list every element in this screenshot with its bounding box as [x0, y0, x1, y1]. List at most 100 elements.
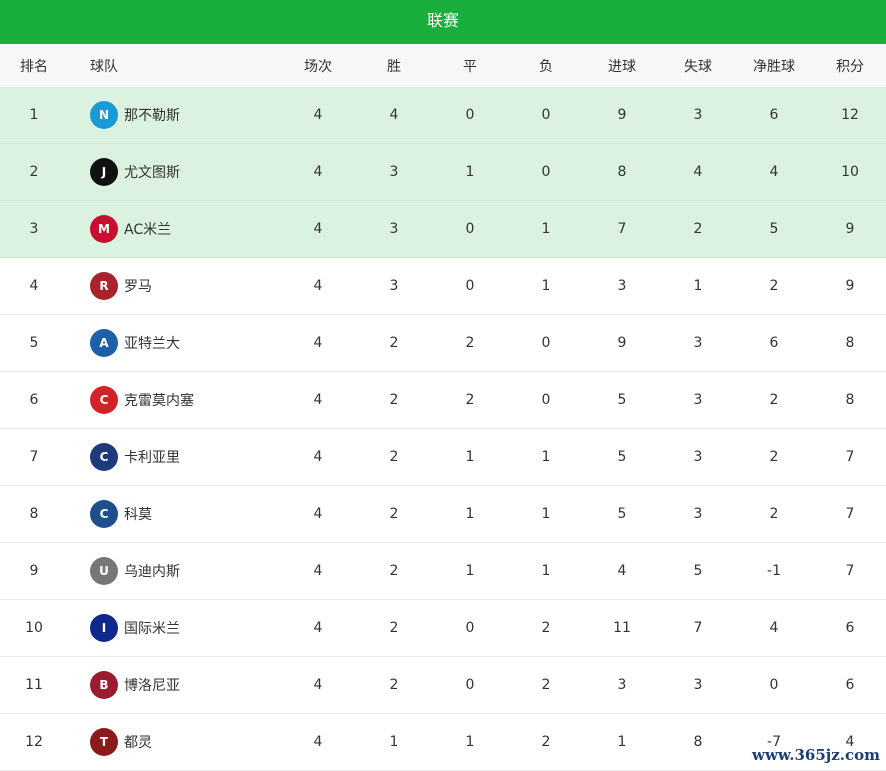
gd-cell: 5: [769, 221, 779, 237]
ac-milan-logo-icon: M: [90, 215, 118, 243]
gf-cell: 9: [617, 107, 627, 123]
pts-cell: 7: [845, 449, 855, 465]
ga-cell: 3: [693, 449, 703, 465]
pts-cell: 8: [845, 335, 855, 351]
gd-cell: 2: [769, 449, 779, 465]
team-cell[interactable]: N 那不勒斯: [90, 87, 180, 143]
table-row[interactable]: 7 C 卡利亚里 4 2 1 1 5 3 2 7: [0, 429, 886, 486]
team-cell[interactable]: B 博洛尼亚: [90, 657, 180, 713]
team-cell[interactable]: C 克雷莫内塞: [90, 372, 194, 428]
team-name[interactable]: 国际米兰: [124, 621, 180, 637]
w-cell: 2: [389, 620, 399, 636]
team-name[interactable]: 尤文图斯: [124, 165, 180, 181]
w-cell: 2: [389, 677, 399, 693]
team-name[interactable]: 科莫: [124, 507, 152, 523]
team-name[interactable]: 那不勒斯: [124, 108, 180, 124]
torino-logo-icon: T: [90, 728, 118, 756]
p-cell: 4: [313, 335, 323, 351]
team-name[interactable]: 克雷莫内塞: [124, 393, 194, 409]
rank-cell: 11: [25, 677, 43, 693]
rank-cell: 5: [29, 335, 39, 351]
d-cell: 2: [465, 392, 475, 408]
header-0: 排名: [20, 58, 48, 75]
table-row[interactable]: 9 U 乌迪内斯 4 2 1 1 4 5 -1 7: [0, 543, 886, 600]
header-4: 平: [463, 58, 477, 75]
l-cell: 1: [541, 506, 551, 522]
l-cell: 0: [541, 335, 551, 351]
team-name[interactable]: 卡利亚里: [124, 450, 180, 466]
header-9: 积分: [836, 58, 864, 75]
inter-logo-icon: I: [90, 614, 118, 642]
team-name[interactable]: 都灵: [124, 735, 152, 751]
table-row[interactable]: 1 N 那不勒斯 4 4 0 0 9 3 6 12: [0, 87, 886, 144]
d-cell: 0: [465, 620, 475, 636]
team-name[interactable]: 亚特兰大: [124, 336, 180, 352]
gd-cell: 2: [769, 278, 779, 294]
gf-cell: 11: [613, 620, 631, 636]
team-cell[interactable]: M AC米兰: [90, 201, 171, 257]
d-cell: 1: [465, 506, 475, 522]
team-cell[interactable]: J 尤文图斯: [90, 144, 180, 200]
header-1: 球队: [90, 58, 118, 75]
l-cell: 0: [541, 107, 551, 123]
team-cell[interactable]: I 国际米兰: [90, 600, 180, 656]
bologna-logo-icon: B: [90, 671, 118, 699]
team-cell[interactable]: R 罗马: [90, 258, 152, 314]
w-cell: 2: [389, 335, 399, 351]
d-cell: 1: [465, 734, 475, 750]
table-row[interactable]: 5 A 亚特兰大 4 2 2 0 9 3 6 8: [0, 315, 886, 372]
team-name[interactable]: 博洛尼亚: [124, 678, 180, 694]
team-cell[interactable]: T 都灵: [90, 714, 152, 770]
standings-table: 1 N 那不勒斯 4 4 0 0 9 3 6 1 2 2 J 尤文图斯 4 3 1 0 8 4 4 1 0 3 M AC米兰 4 3 0 1…: [0, 87, 886, 771]
table-header: 排名 球队 场次 胜 平 负 进球 失球 净胜球 积分: [0, 44, 886, 87]
rank-cell: 1: [29, 107, 39, 123]
gd-cell: 6: [769, 335, 779, 351]
header-6: 进球: [608, 58, 636, 75]
team-cell[interactable]: A 亚特兰大: [90, 315, 180, 371]
ga-cell: 5: [693, 563, 703, 579]
gd-cell: 2: [769, 392, 779, 408]
w-cell: 2: [389, 392, 399, 408]
table-row[interactable]: 11 B 博洛尼亚 4 2 0 2 3 3 0 6: [0, 657, 886, 714]
team-cell[interactable]: U 乌迪内斯: [90, 543, 180, 599]
table-row[interactable]: 6 C 克雷莫内塞 4 2 2 0 5 3 2 8: [0, 372, 886, 429]
table-row[interactable]: 4 R 罗马 4 3 0 1 3 1 2 9: [0, 258, 886, 315]
p-cell: 4: [313, 107, 323, 123]
l-cell: 1: [541, 563, 551, 579]
l-cell: 1: [541, 278, 551, 294]
rank-cell: 6: [29, 392, 39, 408]
p-cell: 4: [313, 563, 323, 579]
table-row[interactable]: 10 I 国际米兰 4 2 0 2 11 7 4 6: [0, 600, 886, 657]
team-name[interactable]: AC米兰: [124, 222, 172, 238]
pts-cell: 9: [845, 278, 855, 294]
p-cell: 4: [313, 677, 323, 693]
roma-logo-icon: R: [90, 272, 118, 300]
d-cell: 1: [465, 164, 475, 180]
napoli-logo-icon: N: [90, 101, 118, 129]
l-cell: 0: [541, 392, 551, 408]
pts-cell: 4: [845, 734, 855, 750]
header-5: 负: [539, 58, 553, 75]
d-cell: 0: [465, 278, 475, 294]
como-logo-icon: C: [90, 500, 118, 528]
table-row[interactable]: 3 M AC米兰 4 3 0 1 7 2 5 9: [0, 201, 886, 258]
gf-cell: 8: [617, 164, 627, 180]
w-cell: 2: [389, 506, 399, 522]
table-row[interactable]: 8 C 科莫 4 2 1 1 5 3 2 7: [0, 486, 886, 543]
p-cell: 4: [313, 449, 323, 465]
team-name[interactable]: 罗马: [124, 279, 152, 295]
w-cell: 3: [389, 164, 399, 180]
header-7: 失球: [684, 58, 712, 75]
w-cell: 2: [389, 563, 399, 579]
team-name[interactable]: 乌迪内斯: [124, 564, 180, 580]
gf-cell: 5: [617, 506, 627, 522]
team-cell[interactable]: C 卡利亚里: [90, 429, 180, 485]
rank-cell: 3: [29, 221, 39, 237]
d-cell: 0: [465, 221, 475, 237]
header-8: 净胜球: [753, 58, 795, 75]
udinese-logo-icon: U: [90, 557, 118, 585]
team-cell[interactable]: C 科莫: [90, 486, 152, 542]
rank-cell: 9: [29, 563, 39, 579]
table-row[interactable]: 2 J 尤文图斯 4 3 1 0 8 4 4 10: [0, 144, 886, 201]
ga-cell: 3: [693, 335, 703, 351]
